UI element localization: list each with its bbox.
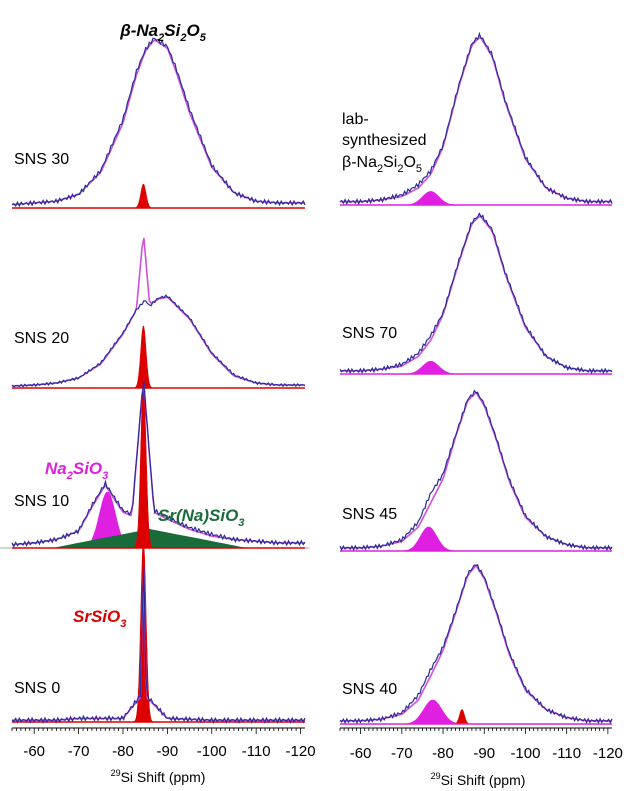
- sr-na-sio3-annotation: Sr(Na)SiO3: [158, 506, 244, 529]
- fit-line: [11, 39, 305, 206]
- experimental-line: [339, 563, 613, 725]
- tick-label: -70: [391, 745, 413, 762]
- beta-na2si2o5-annotation: β-Na2Si2O5: [119, 21, 207, 44]
- spectrum-sns-45: [339, 389, 613, 552]
- label-sns-10: SNS 10: [14, 493, 69, 510]
- label-sns-40: SNS 40: [342, 681, 397, 698]
- label-sns-45: SNS 45: [342, 506, 397, 523]
- right-x-axis-label: 29Si Shift (ppm): [431, 771, 526, 788]
- tick-label: -80: [432, 745, 454, 762]
- tick-label: -110: [242, 743, 271, 760]
- fit-line: [11, 237, 305, 387]
- panel-left: -60 -70 -80 -90 -100 -110 -120: [0, 37, 316, 760]
- spectrum-sns-70: [339, 212, 613, 375]
- label-lab-line2: synthesized: [342, 132, 427, 149]
- tick-label: -90: [157, 743, 179, 760]
- experimental-line: [339, 31, 613, 206]
- tick-label: -80: [112, 743, 134, 760]
- experimental-line: [11, 566, 306, 724]
- experimental-line: [339, 389, 613, 552]
- tick-label: -110: [552, 745, 581, 762]
- label-lab-line3: β-Na2Si2O5: [342, 154, 422, 175]
- spectrum-lab-synthesized-na2si2o5: [339, 31, 613, 206]
- label-sns-30: SNS 30: [14, 151, 69, 168]
- fit-line: [340, 36, 612, 203]
- tick-label: -100: [510, 745, 540, 762]
- tick-label: -100: [197, 743, 227, 760]
- component-sr-na-sio3-peak: [0, 528, 310, 549]
- srsio3-annotation: SrSiO3: [73, 607, 126, 630]
- tick-label: -120: [593, 745, 623, 762]
- fit-line: [340, 391, 612, 549]
- tick-label: -60: [23, 743, 45, 760]
- experimental-line: [11, 381, 306, 548]
- label-lab-line1: lab-: [342, 111, 369, 128]
- panel-right: -60 -70 -80 -90 -100 -110 -120: [339, 31, 623, 762]
- label-sns-0: SNS 0: [14, 680, 60, 697]
- spectrum-sns-10: [0, 381, 310, 549]
- experimental-line: [339, 212, 613, 375]
- left-x-axis-label: 29Si Shift (ppm): [111, 768, 206, 785]
- label-sns-20: SNS 20: [14, 330, 69, 347]
- spectrum-sns-30: [11, 37, 306, 209]
- spectra-layer: -60 -70 -80 -90 -100 -110 -120 -60 -70 -80 -90 -100…: [0, 31, 623, 762]
- spectrum-sns-0: [11, 541, 306, 724]
- experimental-line: [11, 294, 306, 388]
- component-srsio3-peak: [132, 183, 155, 209]
- tick-label: -60: [350, 745, 372, 762]
- spectrum-sns-40: [339, 563, 613, 725]
- component-srsio3-peak: [452, 709, 472, 725]
- tick-label: -70: [68, 743, 90, 760]
- na2sio3-annotation: Na2SiO3: [45, 459, 108, 482]
- component-srsio3-peak: [132, 325, 155, 389]
- fit-line: [12, 569, 305, 721]
- experimental-line: [11, 37, 306, 208]
- fit-line: [340, 215, 612, 372]
- tick-label: -120: [286, 743, 316, 760]
- component-srsio3-peak: [132, 541, 155, 723]
- spectrum-sns-20: [11, 237, 306, 389]
- tick-label: -90: [473, 745, 495, 762]
- label-sns-70: SNS 70: [342, 325, 397, 342]
